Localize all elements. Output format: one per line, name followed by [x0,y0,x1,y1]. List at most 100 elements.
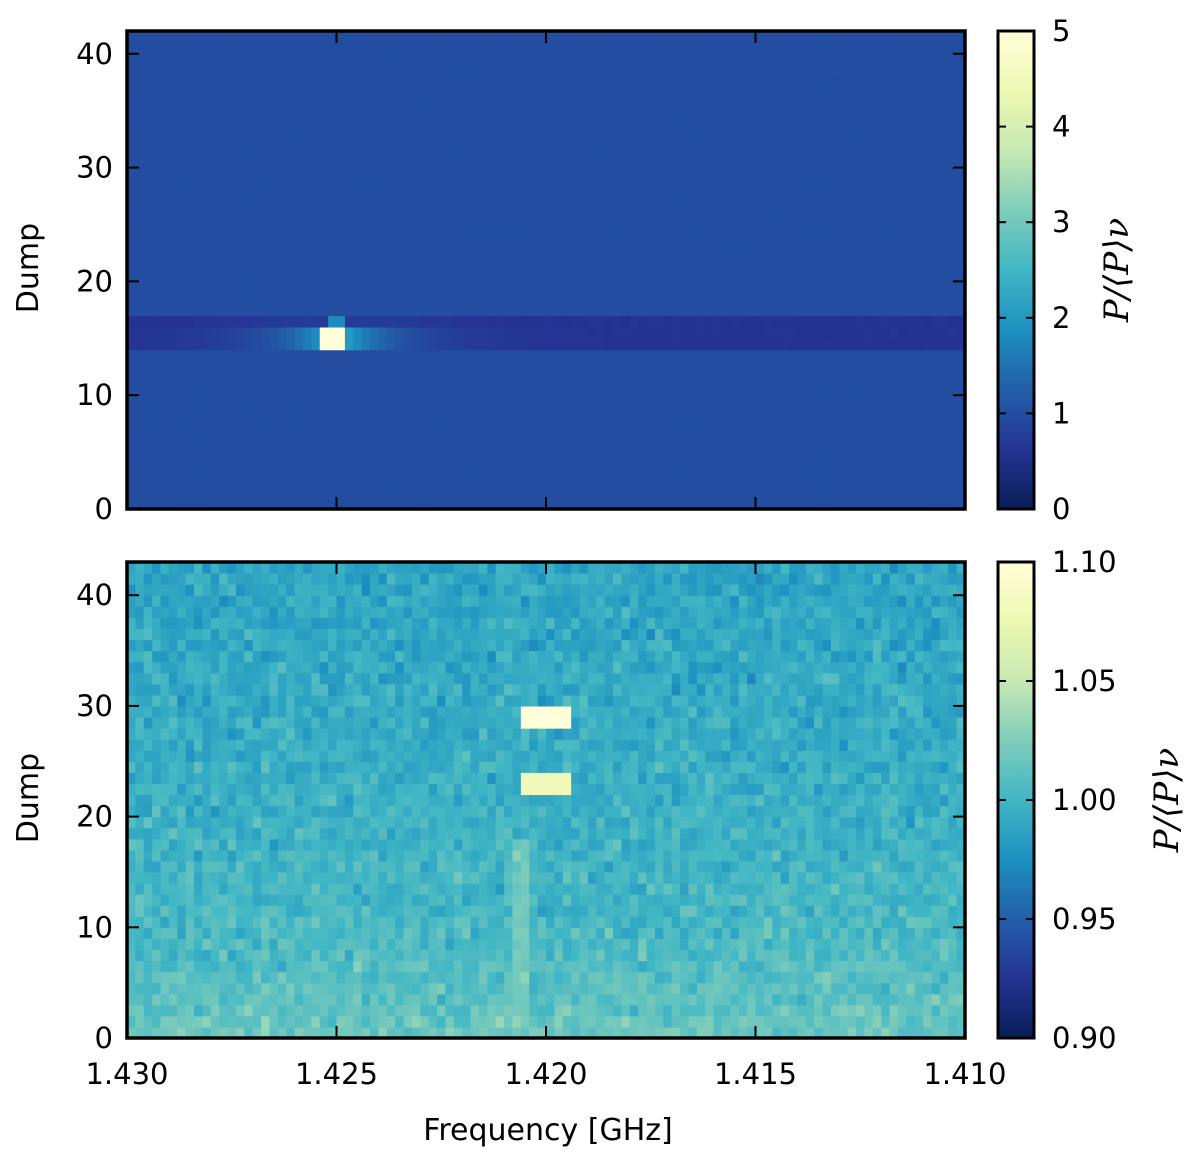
heatmap-cell [135,452,145,465]
heatmap-cell [512,417,522,430]
heatmap-cell [579,452,589,465]
heatmap-cell [135,224,145,237]
heatmap-cell [721,42,731,55]
heatmap-cell [160,292,170,305]
heatmap-cell [629,486,639,499]
heatmap-cell [512,258,522,271]
heatmap-cell [638,395,648,408]
heatmap-cell [336,110,346,123]
heatmap-cell [629,982,639,995]
heatmap-cell [294,463,304,476]
heatmap-cell [319,190,329,203]
heatmap-cell [604,361,614,374]
heatmap-cell [143,65,153,78]
heatmap-cell [696,1004,706,1017]
heatmap-cell [797,463,807,476]
heatmap-cell [948,361,958,374]
heatmap-cell [160,982,170,995]
heatmap-cell [194,971,204,984]
heatmap-cell [537,497,547,509]
heatmap-cell [923,65,933,78]
heatmap-cell [822,99,832,112]
heatmap-cell [755,440,765,453]
heatmap-cell [462,1026,472,1038]
heatmap-cell [881,224,891,237]
heatmap-cell [504,87,514,100]
heatmap-cell [210,258,220,271]
heatmap-cell [311,349,321,362]
heatmap-cell [906,133,916,146]
heatmap-cell [730,395,740,408]
heatmap-cell [235,292,245,305]
heatmap-cell [328,292,338,305]
heatmap-cell [956,429,965,442]
heatmap-cell [830,982,840,995]
heatmap-cell [495,338,505,351]
heatmap-cell [411,270,421,282]
heatmap-cell [856,213,866,226]
heatmap-cell [336,31,346,43]
heatmap-cell [906,224,916,237]
heatmap-cell [906,1026,916,1038]
heatmap-cell [814,474,824,487]
heatmap-cell [956,406,965,419]
heatmap-cell [604,190,614,203]
heatmap-cell [587,971,597,984]
heatmap-cell [939,156,949,169]
heatmap-cell [755,1004,765,1017]
heatmap-cell [478,338,488,351]
heatmap-cell [680,224,690,237]
heatmap-cell [319,417,329,430]
heatmap-cell [512,982,522,995]
heatmap-cell [772,361,782,374]
heatmap-cell [319,292,329,305]
heatmap-cell [261,224,271,237]
heatmap-cell [889,993,899,1006]
heatmap-cell [336,53,346,66]
heatmap-cell [504,53,514,66]
heatmap-cell [948,326,958,339]
heatmap-cell [923,395,933,408]
heatmap-cell [135,361,145,374]
heatmap-cell [931,201,941,214]
heatmap-cell [730,960,740,973]
heatmap-cell [579,235,589,248]
heatmap-cell [680,429,690,442]
heatmap-cell [546,383,555,396]
heatmap-cell [420,76,430,89]
heatmap-cell [227,213,237,226]
heatmap-cell [705,156,715,169]
heatmap-cell [487,167,497,180]
heatmap-cell [462,201,472,214]
heatmap-cell [730,122,740,135]
heatmap-cell [763,133,773,146]
heatmap-cell [596,349,606,362]
heatmap-cell [847,247,857,260]
heatmap-cell [370,133,379,146]
heatmap-cell [680,338,690,351]
heatmap-cell [319,281,329,294]
heatmap-cell [654,156,664,169]
heatmap-cell [906,201,916,214]
heatmap-cell [143,1004,153,1017]
heatmap-cell [638,1026,648,1038]
heatmap-cell [797,429,807,442]
heatmap-cell [680,971,690,984]
heatmap-cell [755,156,765,169]
heatmap-cell [428,53,438,66]
heatmap-cell [143,304,153,317]
heatmap-cell [353,486,363,499]
heatmap-cell [906,42,916,55]
heatmap-cell [453,99,463,112]
heatmap-cell [462,133,472,146]
heatmap-cell [713,201,723,214]
heatmap-cell [462,971,472,984]
heatmap-cell [370,281,379,294]
heatmap-cell [437,42,447,55]
heatmap-cell [495,486,505,499]
heatmap-cell [537,1004,547,1017]
heatmap-cell [177,440,187,453]
heatmap-cell [705,65,715,78]
heatmap-cell [554,372,564,385]
heatmap-cell [328,993,338,1006]
